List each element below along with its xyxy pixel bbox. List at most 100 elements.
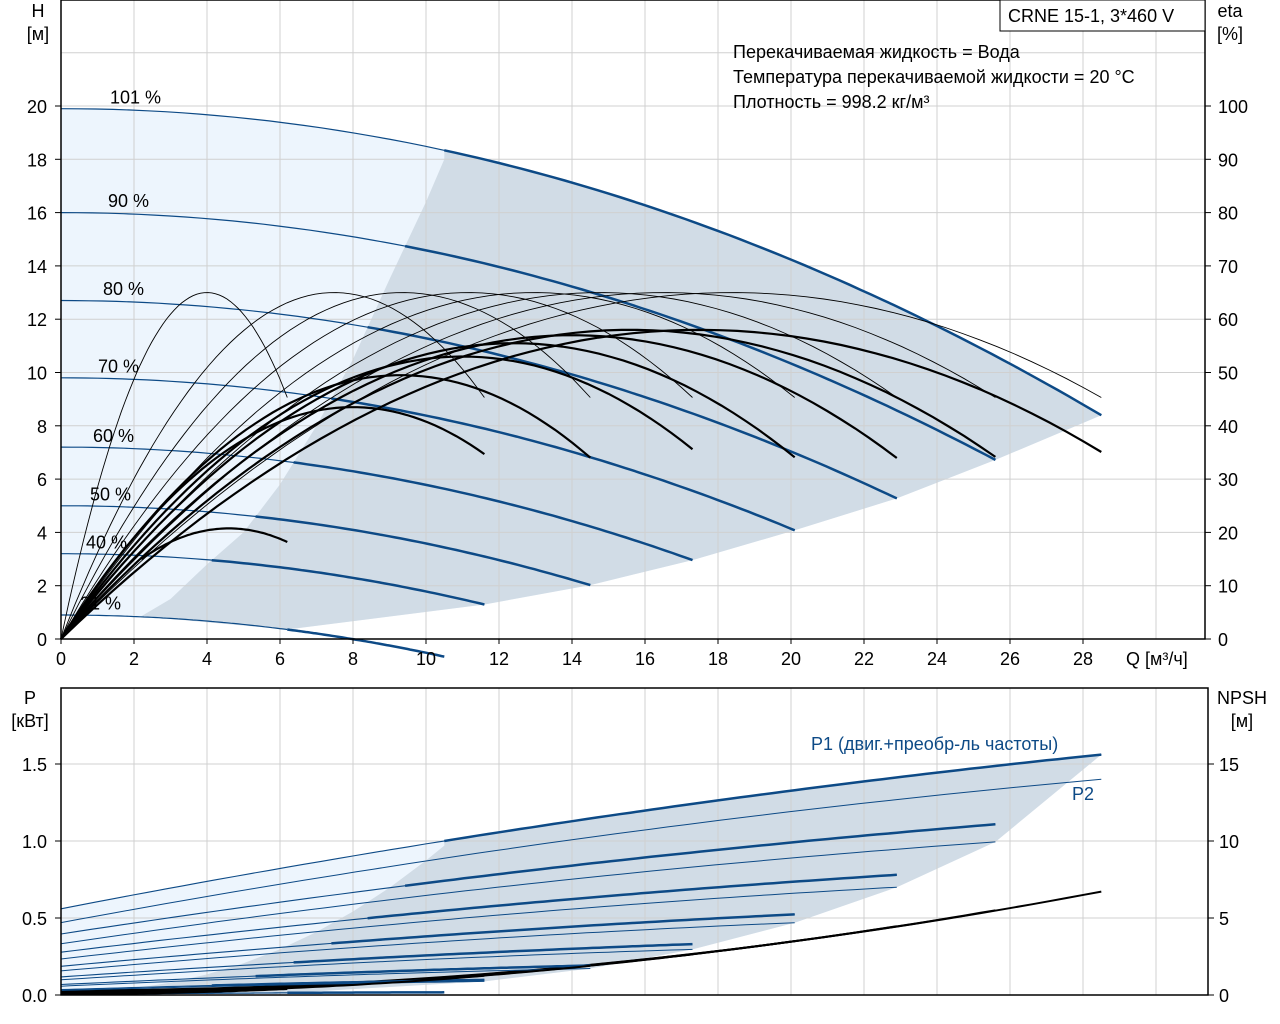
y-tick-label: 0 bbox=[37, 630, 47, 650]
eta-total-curve bbox=[140, 527, 288, 560]
p2-curve bbox=[60, 841, 996, 945]
speed-curve-label: 50 % bbox=[90, 484, 131, 504]
speed-curve-operating bbox=[255, 515, 591, 587]
info-line: Плотность = 998.2 кг/м³ bbox=[733, 92, 929, 112]
speed-curve-operating bbox=[444, 149, 1102, 417]
y-tick-label: 4 bbox=[37, 523, 47, 543]
speed-curve-operating bbox=[287, 628, 445, 658]
x-tick-label: 18 bbox=[708, 649, 728, 669]
y-tick-label: 6 bbox=[37, 470, 47, 490]
p2-curve bbox=[60, 980, 485, 991]
speed-curve-label: 80 % bbox=[103, 279, 144, 299]
eta-pump-curve bbox=[60, 292, 591, 640]
y2-tick-label: 50 bbox=[1218, 364, 1238, 384]
speed-curve-operating bbox=[211, 558, 485, 606]
y-tick-label: 2 bbox=[37, 577, 47, 597]
p-axis-unit: [кВт] bbox=[11, 711, 49, 731]
y2-tick-label: 70 bbox=[1218, 257, 1238, 277]
p2-curve bbox=[60, 886, 897, 960]
y-tick-label: 14 bbox=[27, 257, 47, 277]
x-tick-label: 22 bbox=[854, 649, 874, 669]
speed-curve-operating bbox=[367, 325, 898, 500]
chart-title: CRNE 15-1, 3*460 V bbox=[1008, 6, 1174, 26]
x-tick-label: 0 bbox=[56, 649, 66, 669]
npsh-tick-label: 0 bbox=[1219, 986, 1229, 1006]
legend-p1: P1 (двиг.+преобр-ль частоты) bbox=[811, 734, 1058, 754]
p2-curve bbox=[60, 948, 693, 981]
x-tick-label: 16 bbox=[635, 649, 655, 669]
p2-curve bbox=[60, 922, 795, 972]
speed-curve-label: 101 % bbox=[110, 87, 161, 107]
p2-curve bbox=[60, 968, 591, 987]
y-tick-label: 12 bbox=[27, 310, 47, 330]
x-tick-label: 10 bbox=[416, 649, 436, 669]
npsh-tick-label: 10 bbox=[1219, 832, 1239, 852]
x-tick-label: 6 bbox=[275, 649, 285, 669]
p1-curve-operating bbox=[331, 913, 795, 945]
speed-curve-operating bbox=[293, 461, 693, 562]
eta-pump-curve bbox=[60, 292, 288, 640]
eta-total-curve bbox=[60, 328, 1102, 640]
x-tick-label: 12 bbox=[489, 649, 509, 669]
x-tick-label: 4 bbox=[202, 649, 212, 669]
speed-curve-operating bbox=[331, 397, 796, 532]
y-axis-unit: [м] bbox=[27, 24, 49, 44]
x-tick-label: 24 bbox=[927, 649, 947, 669]
x-tick-label: 2 bbox=[129, 649, 139, 669]
npsh-axis-unit: [м] bbox=[1231, 711, 1253, 731]
y-axis-title: H bbox=[32, 1, 45, 21]
eta-pump-curve bbox=[60, 292, 1102, 640]
y2-tick-label: 20 bbox=[1218, 523, 1238, 543]
p-tick-label: 1.5 bbox=[22, 755, 47, 775]
speed-curve-label: 40 % bbox=[86, 532, 127, 552]
y2-tick-label: 10 bbox=[1218, 577, 1238, 597]
p-axis-title: P bbox=[24, 688, 36, 708]
y-tick-label: 10 bbox=[27, 364, 47, 384]
p1-curve-operating bbox=[287, 991, 445, 995]
x-tick-label: 28 bbox=[1073, 649, 1093, 669]
eta-total-curve bbox=[60, 406, 486, 640]
y2-tick-label: 40 bbox=[1218, 417, 1238, 437]
npsh-tick-label: 5 bbox=[1219, 909, 1229, 929]
p1-curve-operating bbox=[211, 978, 485, 987]
y2-tick-label: 100 bbox=[1218, 97, 1248, 117]
eta-pump-curve bbox=[60, 292, 485, 640]
speed-curve-label: 70 % bbox=[98, 356, 139, 376]
speed-curve-operating bbox=[404, 244, 996, 462]
y2-axis-title: eta bbox=[1217, 1, 1243, 21]
y-tick-label: 8 bbox=[37, 417, 47, 437]
eta-pump-curve bbox=[60, 292, 693, 640]
p1-curve-operating bbox=[293, 942, 693, 964]
p1-curve-operating bbox=[444, 753, 1102, 843]
speed-curve bbox=[61, 614, 288, 631]
info-line: Температура перекачиваемой жидкости = 20… bbox=[733, 67, 1135, 87]
y-tick-label: 20 bbox=[27, 97, 47, 117]
p-tick-label: 0.5 bbox=[22, 909, 47, 929]
p1-curve-operating bbox=[255, 964, 591, 978]
x-tick-label: 20 bbox=[781, 649, 801, 669]
eta-total-curve bbox=[60, 342, 796, 640]
speed-curve-label: 90 % bbox=[108, 191, 149, 211]
info-line: Перекачиваемая жидкость = Вода bbox=[733, 42, 1021, 62]
p1-curve-operating bbox=[367, 873, 897, 920]
y2-tick-label: 0 bbox=[1218, 630, 1228, 650]
y2-tick-label: 60 bbox=[1218, 310, 1238, 330]
legend-p2: P2 bbox=[1072, 784, 1094, 804]
y2-axis-unit: [%] bbox=[1217, 24, 1243, 44]
y-tick-label: 18 bbox=[27, 150, 47, 170]
y2-tick-label: 90 bbox=[1218, 150, 1238, 170]
p-tick-label: 1.0 bbox=[22, 832, 47, 852]
npsh-curve bbox=[61, 988, 288, 995]
y2-tick-label: 80 bbox=[1218, 204, 1238, 224]
x-tick-label: 14 bbox=[562, 649, 582, 669]
title-box bbox=[999, 0, 1206, 32]
y-tick-label: 16 bbox=[27, 204, 47, 224]
x-tick-label: 26 bbox=[1000, 649, 1020, 669]
npsh-axis-title: NPSH bbox=[1217, 688, 1267, 708]
eta-total-curve bbox=[60, 355, 694, 640]
y2-tick-label: 30 bbox=[1218, 470, 1238, 490]
p2-curve bbox=[60, 778, 1102, 924]
x-tick-label: 8 bbox=[348, 649, 358, 669]
p1-curve-operating bbox=[404, 823, 996, 887]
